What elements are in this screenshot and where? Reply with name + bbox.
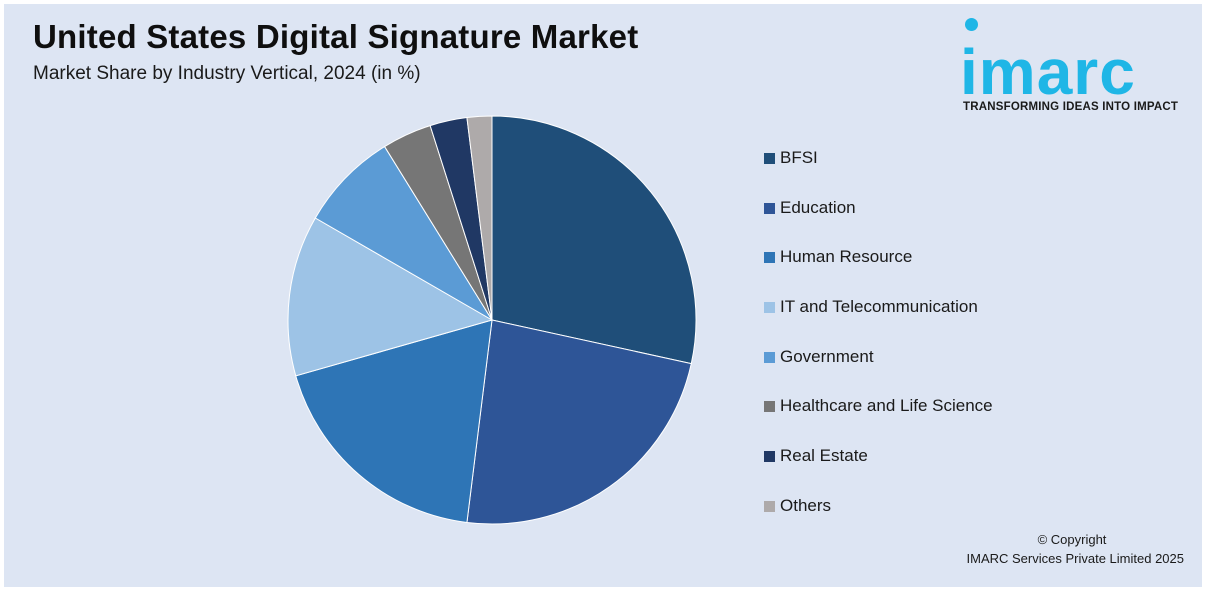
legend-swatch	[764, 202, 775, 214]
legend-item: Human Resource	[764, 247, 993, 297]
logo-tagline: TRANSFORMING IDEAS INTO IMPACT	[963, 101, 1179, 113]
legend-label: Education	[780, 197, 856, 217]
legend-item: Healthcare and Life Science	[764, 396, 993, 446]
legend-swatch	[764, 153, 775, 164]
legend-swatch	[764, 252, 775, 264]
logo-wordmark: imarc	[960, 36, 1136, 108]
legend-item: IT and Telecommunication	[764, 297, 993, 347]
legend-item: Education	[764, 198, 993, 248]
legend-label: Human Resource	[780, 247, 913, 267]
legend-label: Others	[780, 495, 832, 515]
legend-label: IT and Telecommunication	[780, 297, 978, 317]
legend-label: Government	[780, 346, 874, 366]
legend-label: Healthcare and Life Science	[780, 396, 993, 416]
logo-dot-icon	[965, 18, 978, 31]
legend-item: Government	[764, 347, 993, 397]
pie-slice-bfsi	[491, 115, 697, 365]
legend-item: BFSI	[764, 148, 993, 198]
chart-subtitle: Market Share by Industry Vertical, 2024 …	[33, 63, 421, 84]
chart-legend: BFSI Education Human Resource IT and Teleco…	[764, 148, 993, 546]
copyright-line-1: © Copyright	[1037, 532, 1107, 547]
pie-slice-human-resource	[295, 319, 493, 524]
legend-item: Real Estate	[764, 446, 993, 496]
copyright-line-2: IMARC Services Private Limited 2025	[966, 551, 1184, 566]
chart-title: United States Digital Signature Market	[33, 18, 639, 55]
legend-label: BFSI	[780, 148, 818, 167]
legend-item: Others	[764, 496, 993, 546]
copyright-notice: © Copyright IMARC Services Private Limit…	[960, 530, 1184, 568]
legend-swatch	[764, 351, 775, 363]
legend-swatch	[764, 302, 775, 314]
legend-swatch	[764, 451, 775, 463]
legend-swatch	[764, 401, 775, 413]
pie-slice-it-and-telecommunication	[287, 217, 494, 377]
imarc-logo: imarc TRANSFORMING IDEAS INTO IMPACT	[960, 16, 1195, 116]
pie-slice-others	[466, 115, 493, 321]
pie-slice-government	[314, 145, 493, 321]
legend-label: Real Estate	[780, 446, 868, 466]
pie-slice-education	[466, 319, 692, 525]
legend-swatch	[764, 500, 775, 512]
